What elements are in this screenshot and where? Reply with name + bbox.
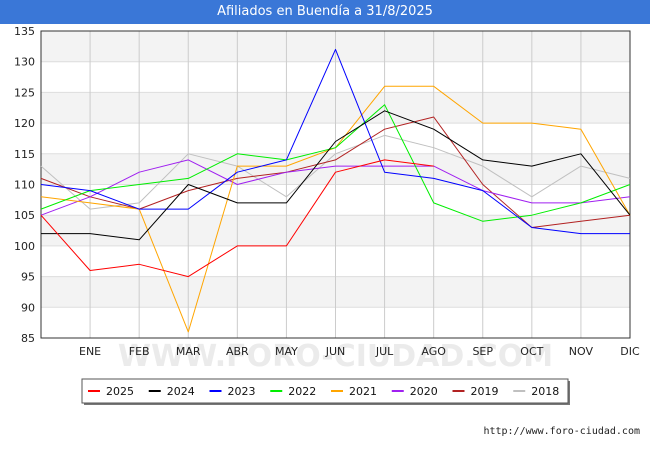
- x-tick-label: DIC: [620, 345, 640, 358]
- legend-label-2024: 2024: [167, 385, 195, 398]
- series-line-2022: [40, 104, 631, 222]
- y-tick-label: 85: [21, 332, 35, 345]
- series-line-2018: [40, 134, 631, 210]
- watermark-text: WWW.FORO-CIUDAD.COM: [118, 339, 553, 374]
- x-tick-label: JUN: [325, 345, 346, 358]
- x-tick-label: FEB: [129, 345, 150, 358]
- y-tick-label: 90: [21, 301, 35, 314]
- x-tick-label: ENE: [79, 345, 101, 358]
- chart-title: Afiliados en Buendía a 31/8/2025: [0, 0, 650, 24]
- series-line-2024: [41, 110, 631, 241]
- series-line-2025: [40, 159, 434, 278]
- x-tick-label: SEP: [472, 345, 493, 358]
- y-tick-label: 95: [21, 271, 35, 284]
- legend-label-2025: 2025: [106, 385, 134, 398]
- x-tick-label: AGO: [421, 345, 446, 358]
- y-tick-label: 135: [14, 25, 35, 38]
- x-tick-label: MAR: [176, 345, 201, 358]
- legend-box: [81, 378, 569, 404]
- y-tick-label: 120: [14, 117, 35, 130]
- y-tick-label: 110: [14, 179, 35, 192]
- y-tick-label: 125: [14, 86, 35, 99]
- x-tick-label: NOV: [569, 345, 594, 358]
- y-tick-label: 115: [14, 148, 35, 161]
- legend-label-2021: 2021: [349, 385, 377, 398]
- y-tick-label: 130: [14, 56, 35, 69]
- x-tick-label: ABR: [226, 345, 249, 358]
- legend-label-2020: 2020: [410, 385, 438, 398]
- x-tick-label: MAY: [275, 345, 298, 358]
- y-tick-label: 105: [14, 209, 35, 222]
- series-line-2023: [40, 48, 630, 235]
- legend-label-2019: 2019: [471, 385, 499, 398]
- legend-label-2022: 2022: [288, 385, 316, 398]
- series-line-2020: [40, 159, 631, 216]
- legend-label-2018: 2018: [531, 385, 559, 398]
- y-tick-label: 100: [14, 240, 35, 253]
- x-tick-label: OCT: [520, 345, 543, 358]
- legend-label-2023: 2023: [228, 385, 256, 398]
- x-tick-label: JUL: [375, 345, 394, 358]
- source-url[interactable]: http://www.foro-ciudad.com: [483, 426, 640, 437]
